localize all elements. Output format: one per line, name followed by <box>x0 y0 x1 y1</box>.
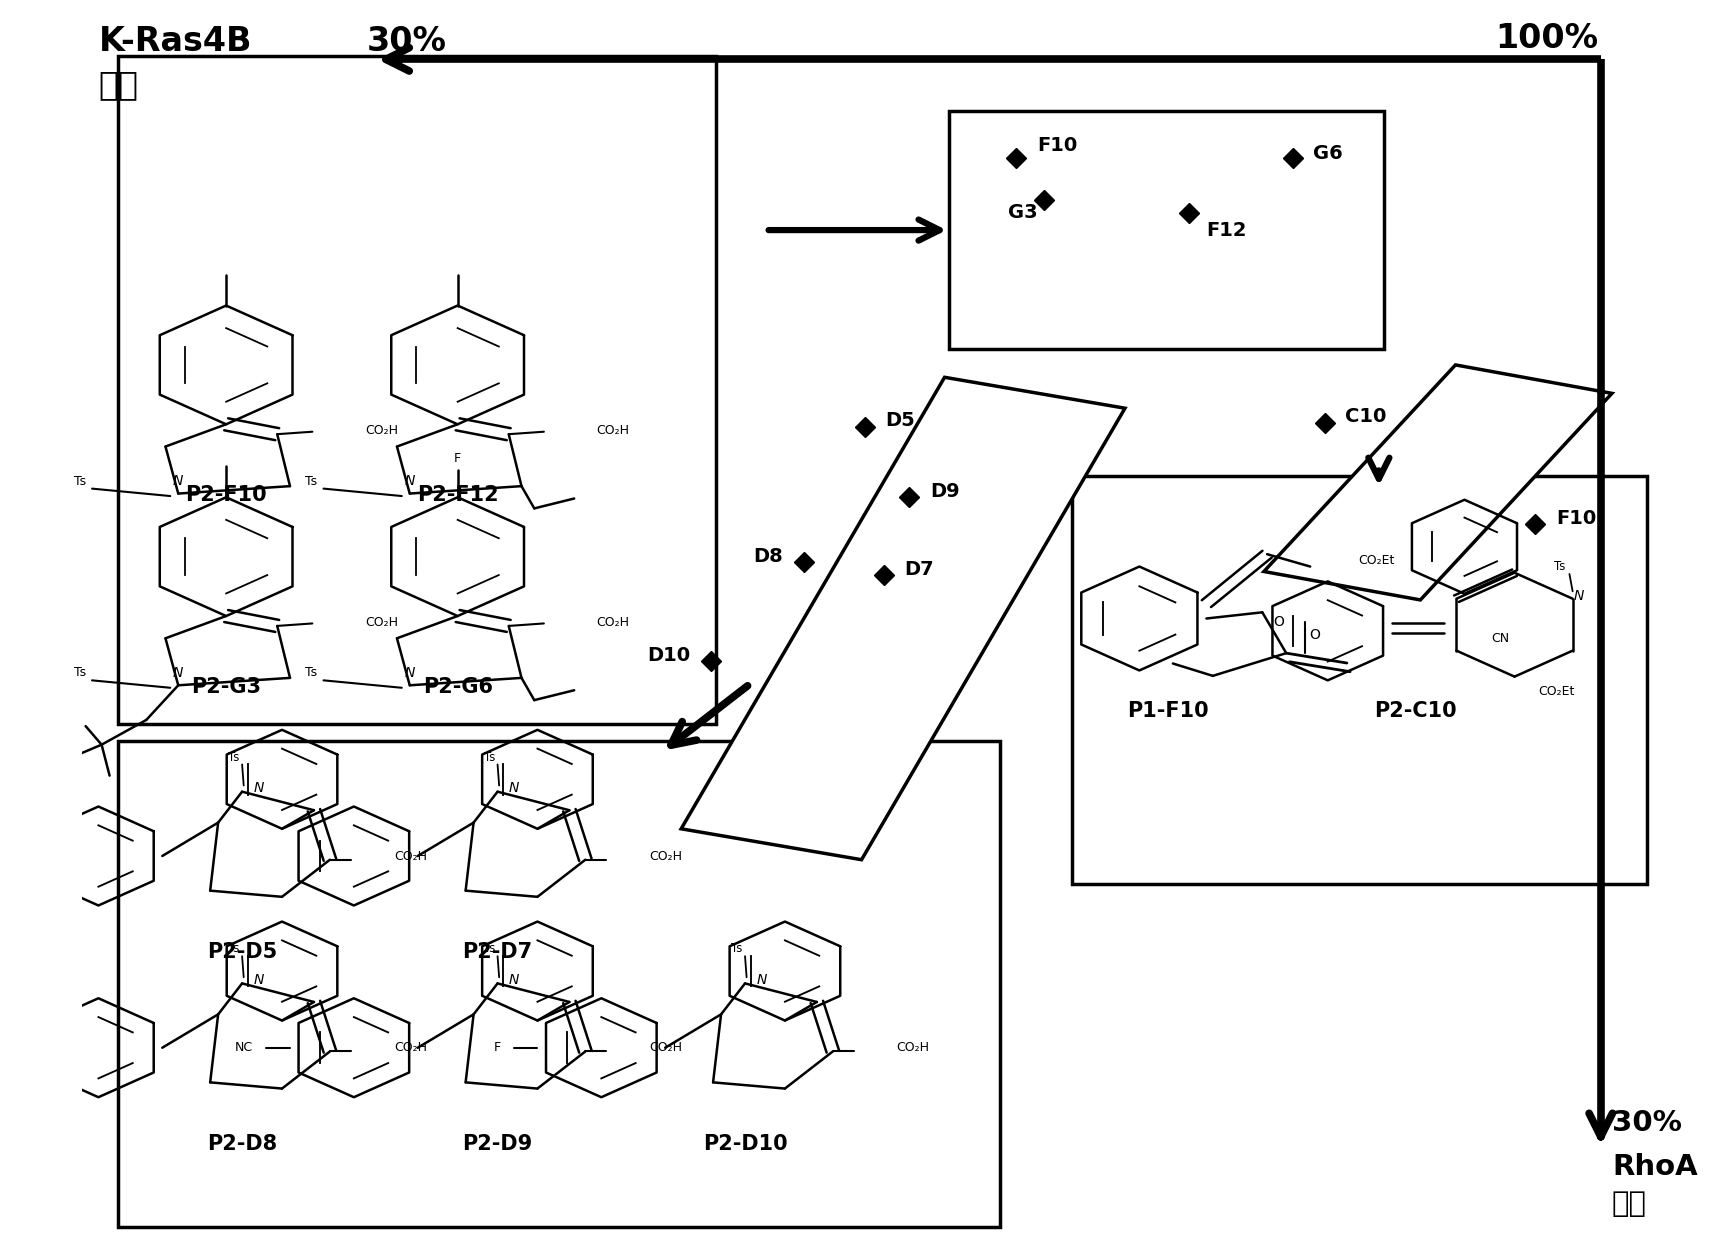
Text: Ts: Ts <box>73 475 85 487</box>
Text: O: O <box>1309 627 1321 642</box>
Text: P2-D10: P2-D10 <box>702 1134 788 1154</box>
Text: CO₂H: CO₂H <box>897 1042 930 1054</box>
Polygon shape <box>682 377 1125 860</box>
Text: N: N <box>755 972 767 987</box>
Text: CO₂Et: CO₂Et <box>1359 554 1395 567</box>
Text: F10: F10 <box>1037 136 1077 156</box>
Text: P2-D5: P2-D5 <box>207 943 277 962</box>
Text: G3: G3 <box>1008 203 1037 223</box>
Text: F10: F10 <box>1557 508 1596 528</box>
Bar <box>1072 476 1647 884</box>
Bar <box>950 111 1384 349</box>
Text: F: F <box>455 453 461 465</box>
Text: N: N <box>509 781 520 795</box>
Text: Ts: Ts <box>731 943 743 955</box>
Text: Ts: Ts <box>229 943 239 955</box>
Text: CO₂H: CO₂H <box>649 1042 682 1054</box>
Text: N: N <box>253 972 263 987</box>
Text: D8: D8 <box>754 547 783 567</box>
Text: N: N <box>405 666 415 680</box>
Text: P2-F12: P2-F12 <box>417 485 499 505</box>
Text: Ts: Ts <box>1553 560 1565 573</box>
Text: P2-G6: P2-G6 <box>422 677 492 696</box>
Text: NC: NC <box>236 1042 253 1054</box>
Text: N: N <box>173 666 183 680</box>
Polygon shape <box>1265 365 1612 600</box>
Bar <box>118 741 1000 1227</box>
Text: CO₂Et: CO₂Et <box>1538 685 1576 698</box>
Text: 抑制: 抑制 <box>1612 1190 1647 1218</box>
Text: CO₂H: CO₂H <box>393 850 427 862</box>
Text: D5: D5 <box>885 411 916 430</box>
Text: CO₂H: CO₂H <box>393 1042 427 1054</box>
Text: Ts: Ts <box>304 667 318 679</box>
Text: D9: D9 <box>930 481 960 501</box>
Text: P2-F10: P2-F10 <box>185 485 267 505</box>
Text: O: O <box>1273 615 1283 630</box>
Text: CO₂H: CO₂H <box>366 424 398 437</box>
Text: N: N <box>253 781 263 795</box>
Text: F12: F12 <box>1207 220 1248 240</box>
Text: P2-D8: P2-D8 <box>207 1134 277 1154</box>
Text: P2-D9: P2-D9 <box>463 1134 533 1154</box>
Text: Ts: Ts <box>484 943 496 955</box>
Text: CO₂H: CO₂H <box>649 850 682 862</box>
Text: CO₂H: CO₂H <box>596 616 629 628</box>
Text: P1-F10: P1-F10 <box>1128 701 1208 721</box>
Text: P2-G3: P2-G3 <box>191 677 261 696</box>
Text: K-Ras4B: K-Ras4B <box>99 25 251 58</box>
Text: P2-C10: P2-C10 <box>1374 701 1456 721</box>
Text: D10: D10 <box>648 646 690 666</box>
Text: Ts: Ts <box>304 475 318 487</box>
Text: D7: D7 <box>904 559 935 579</box>
Text: G6: G6 <box>1314 143 1343 163</box>
Text: 抑制: 抑制 <box>99 68 138 101</box>
Bar <box>118 56 716 724</box>
Text: CN: CN <box>1492 632 1509 644</box>
Text: Ts: Ts <box>229 751 239 763</box>
Text: CO₂H: CO₂H <box>596 424 629 437</box>
Text: N: N <box>405 474 415 489</box>
Text: F: F <box>494 1042 501 1054</box>
Text: 30%: 30% <box>1612 1110 1682 1137</box>
Text: Ts: Ts <box>484 751 496 763</box>
Text: N: N <box>1574 589 1584 604</box>
Text: Ts: Ts <box>73 667 85 679</box>
Text: N: N <box>173 474 183 489</box>
Text: 30%: 30% <box>367 25 446 58</box>
Text: RhoA: RhoA <box>1612 1153 1697 1181</box>
Text: P2-D7: P2-D7 <box>463 943 533 962</box>
Text: C10: C10 <box>1345 407 1386 427</box>
Text: N: N <box>509 972 520 987</box>
Text: CO₂H: CO₂H <box>366 616 398 628</box>
Text: 100%: 100% <box>1495 22 1598 56</box>
